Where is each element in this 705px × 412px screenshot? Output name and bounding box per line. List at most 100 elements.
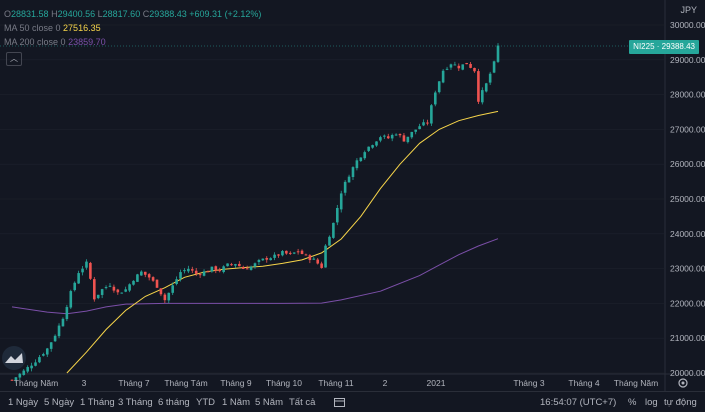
candle-body bbox=[93, 279, 96, 300]
candle-body bbox=[100, 289, 104, 295]
range-5y-button[interactable]: 5 Năm bbox=[255, 397, 283, 408]
close-value: 29388.43 bbox=[149, 9, 187, 19]
candle-body bbox=[202, 271, 206, 276]
candle-body bbox=[269, 258, 272, 261]
time-axis-label: Tháng 11 bbox=[318, 378, 354, 388]
ma200-legend[interactable]: MA 200 close 0 23859.70 bbox=[4, 36, 106, 48]
clock-readout[interactable]: 16:54:07 (UTC+7) bbox=[540, 397, 617, 408]
price-axis-label: 21000.00 bbox=[670, 333, 705, 343]
price-chart[interactable]: 30000.00 29000.00 28000.00 27000.00 26000.00… bbox=[0, 0, 705, 391]
candle-body bbox=[351, 167, 355, 178]
ma50-value: 27516.35 bbox=[63, 23, 101, 33]
candle-body bbox=[65, 307, 69, 320]
log-toggle[interactable]: log bbox=[645, 397, 658, 408]
time-axis-label: Tháng 9 bbox=[220, 378, 251, 388]
open-value: 28831.58 bbox=[11, 9, 49, 19]
candle-body bbox=[285, 250, 288, 254]
candle-body bbox=[171, 285, 174, 293]
range-1y-button[interactable]: 1 Năm bbox=[222, 397, 250, 408]
candle-body bbox=[422, 122, 425, 126]
calendar-icon[interactable] bbox=[334, 397, 345, 410]
candle-body bbox=[363, 152, 367, 159]
candle-body bbox=[332, 222, 335, 238]
candle-body bbox=[406, 136, 410, 143]
settings-gear-icon[interactable] bbox=[676, 376, 690, 390]
candle-body bbox=[492, 61, 496, 73]
candle-body bbox=[496, 45, 500, 62]
auto-toggle[interactable]: tự động bbox=[664, 397, 697, 408]
open-label: O bbox=[4, 9, 12, 19]
candle-body bbox=[437, 81, 441, 93]
change-value: +609.31 (+2.12%) bbox=[189, 9, 262, 19]
candle-body bbox=[320, 263, 323, 268]
candle-body bbox=[151, 277, 155, 281]
range-5d-button[interactable]: 5 Ngày bbox=[44, 397, 75, 408]
price-axis-label: 26000.00 bbox=[670, 159, 705, 169]
range-1m-button[interactable]: 1 Tháng bbox=[80, 397, 115, 408]
candle-body bbox=[253, 263, 257, 267]
collapse-legend-button[interactable]: ︿ bbox=[6, 52, 22, 66]
candle-body bbox=[398, 133, 402, 136]
candle-body bbox=[445, 68, 449, 70]
range-1d-button[interactable]: 1 Ngày bbox=[8, 397, 39, 408]
chevron-up-icon: ︿ bbox=[10, 54, 18, 63]
ma50-line bbox=[66, 110, 499, 374]
candle-body bbox=[426, 122, 429, 124]
candle-body bbox=[343, 181, 347, 193]
candle-body bbox=[120, 292, 124, 294]
low-value: 28817.60 bbox=[102, 9, 141, 19]
candle-body bbox=[104, 287, 108, 289]
candle-body bbox=[116, 289, 120, 293]
candle-body bbox=[238, 263, 241, 267]
candle-body bbox=[18, 373, 22, 378]
candle-body bbox=[488, 73, 492, 83]
candle-body bbox=[183, 270, 186, 272]
candle-body bbox=[273, 254, 276, 258]
price-axis-label: 20000.00 bbox=[670, 368, 705, 378]
range-all-button[interactable]: Tất cả bbox=[289, 397, 316, 408]
candle-body bbox=[484, 83, 488, 92]
candle-body bbox=[312, 258, 316, 260]
candle-body bbox=[30, 365, 33, 369]
range-6m-button[interactable]: 6 tháng bbox=[158, 397, 190, 408]
candle-body bbox=[394, 134, 398, 136]
candle-body bbox=[379, 137, 382, 141]
candle-body bbox=[433, 92, 437, 105]
candle-body bbox=[418, 126, 421, 130]
candle-body bbox=[339, 193, 343, 210]
candle-body bbox=[308, 255, 312, 261]
candle-body bbox=[132, 280, 135, 285]
candle-body bbox=[261, 258, 265, 261]
candle-body bbox=[140, 271, 143, 276]
time-axis-label: 2021 bbox=[427, 378, 446, 388]
candle-body bbox=[414, 129, 417, 132]
candle-body bbox=[96, 294, 100, 299]
candle-body bbox=[386, 136, 390, 139]
candle-body bbox=[234, 264, 237, 266]
time-axis-label: Tháng 4 bbox=[568, 378, 599, 388]
range-3m-button[interactable]: 3 Tháng bbox=[118, 397, 153, 408]
candle-body bbox=[245, 268, 249, 270]
candle-body bbox=[316, 259, 320, 264]
range-ytd-button[interactable]: YTD bbox=[196, 397, 215, 408]
candle-body bbox=[226, 263, 229, 267]
tradingview-logo[interactable] bbox=[2, 346, 26, 370]
candle-body bbox=[57, 325, 61, 337]
ma50-label: MA 50 close 0 bbox=[4, 23, 61, 33]
candle-body bbox=[14, 377, 18, 380]
candle-body bbox=[375, 141, 378, 146]
candle-body bbox=[73, 282, 77, 291]
ma50-legend[interactable]: MA 50 close 0 27516.35 bbox=[4, 22, 101, 34]
candle-body bbox=[367, 146, 370, 151]
candle-body bbox=[69, 291, 73, 308]
candle-body bbox=[304, 254, 308, 256]
candle-body bbox=[249, 266, 253, 270]
candle-body bbox=[34, 362, 37, 366]
time-axis-label: Tháng 3 bbox=[513, 378, 544, 388]
candle-body bbox=[473, 67, 476, 72]
low-label: L bbox=[97, 9, 103, 19]
percent-toggle[interactable]: % bbox=[628, 397, 637, 408]
price-axis-label: 27000.00 bbox=[670, 124, 705, 134]
candle-body bbox=[187, 268, 190, 272]
candle-body bbox=[206, 271, 210, 273]
